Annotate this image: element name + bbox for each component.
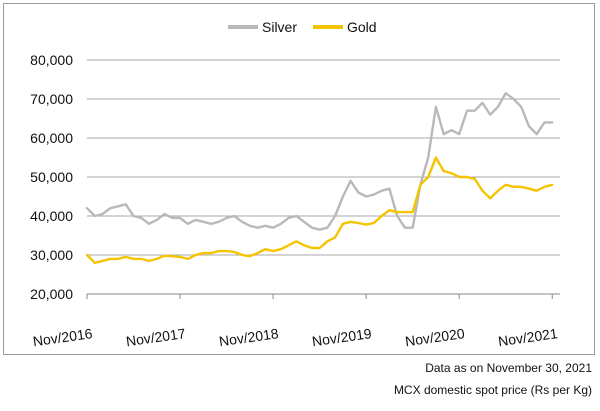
y-tick-label: 80,000 <box>30 52 73 68</box>
price-line-chart: 20,000 30,000 40,000 50,000 60,000 70,000 80,0… <box>30 19 560 349</box>
x-tick-label: Nov/2021 <box>497 325 559 349</box>
date-note: Data as on November 30, 2021 <box>425 361 592 375</box>
source-note: MCX domestic spot price (Rs per Kg) <box>393 383 592 397</box>
x-tick-label: Nov/2017 <box>125 325 187 349</box>
series-lines <box>85 92 554 264</box>
x-tick-label: Nov/2016 <box>32 325 94 349</box>
y-tick-label: 50,000 <box>30 169 73 185</box>
series-line-silver <box>85 92 554 231</box>
y-tick-label: 70,000 <box>30 91 73 107</box>
x-axis-ticks: Nov/2016 Nov/2017 Nov/2018 Nov/2019 Nov/2020… <box>32 294 559 349</box>
legend-label-silver: Silver <box>262 19 297 35</box>
y-tick-label: 20,000 <box>30 286 73 302</box>
x-tick-label: Nov/2020 <box>404 325 466 349</box>
legend: Silver Gold <box>228 19 377 35</box>
y-tick-label: 60,000 <box>30 130 73 146</box>
y-tick-label: 40,000 <box>30 208 73 224</box>
x-tick-label: Nov/2019 <box>311 325 373 349</box>
y-axis-ticks: 20,000 30,000 40,000 50,000 60,000 70,000 80,0… <box>30 52 73 302</box>
x-tick-label: Nov/2018 <box>218 325 280 349</box>
y-tick-label: 30,000 <box>30 247 73 263</box>
chart-frame <box>3 3 595 355</box>
series-line-gold <box>85 156 554 264</box>
legend-label-gold: Gold <box>347 19 377 35</box>
